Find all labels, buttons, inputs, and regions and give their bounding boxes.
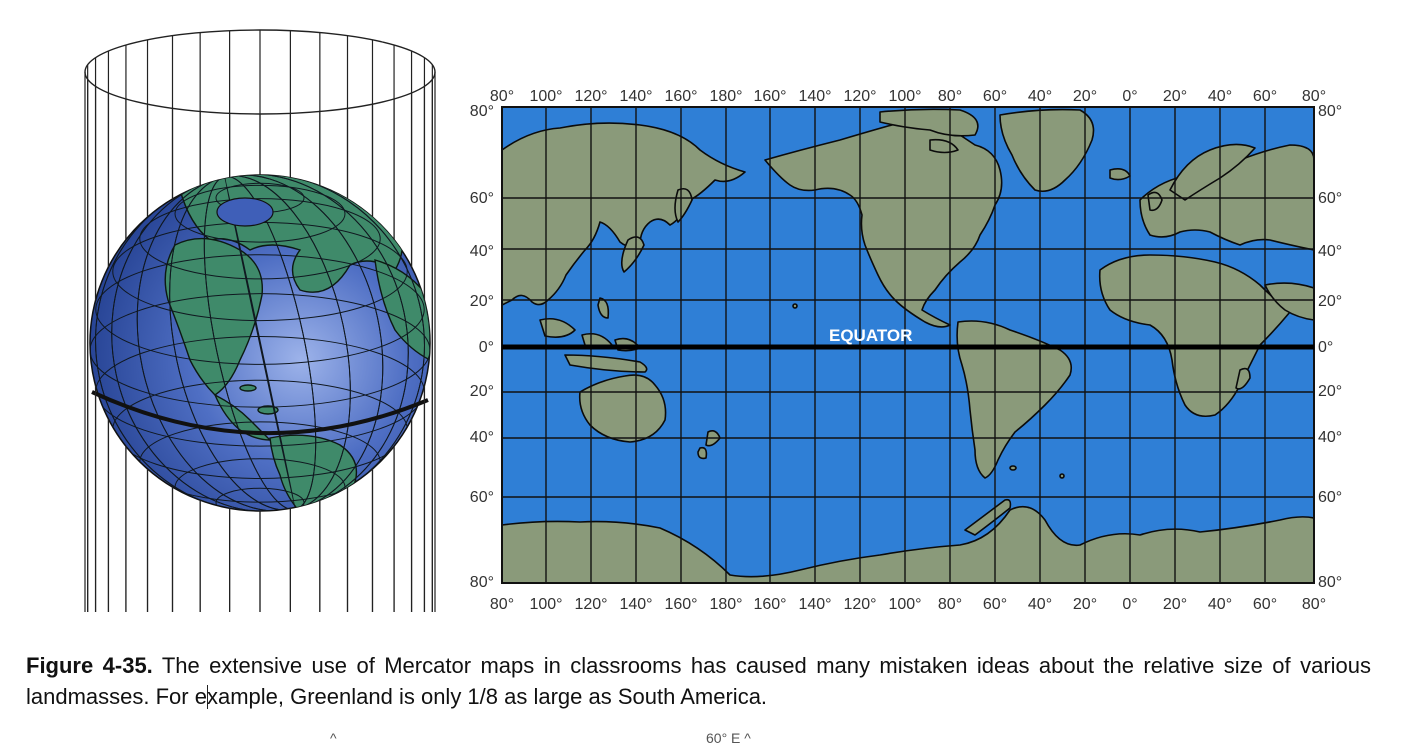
longitude-label-top: 80° <box>1302 88 1326 105</box>
longitude-label-top: 120° <box>574 88 607 105</box>
longitude-label-bottom: 20° <box>1073 596 1097 613</box>
longitude-label-bottom: 80° <box>490 596 514 613</box>
globe-parallel <box>174 184 346 243</box>
longitude-labels-bottom: 80° 100° 120° 140° 160° 180° 160° 140° 120° 100° 8… <box>490 596 1326 613</box>
longitude-label-bottom: 120° <box>574 596 607 613</box>
latitude-label-left: 60° <box>470 190 494 207</box>
longitude-label-bottom: 80° <box>1302 596 1326 613</box>
longitude-label-bottom: 140° <box>798 596 831 613</box>
caption-text-end: xample, Greenland is only 1/8 as large a… <box>206 684 768 709</box>
latitude-label-left: 80° <box>470 574 494 591</box>
cylinder-front-lines <box>84 72 433 612</box>
latitude-label-left: 20° <box>470 383 494 400</box>
longitude-label-bottom: 140° <box>619 596 652 613</box>
globe-parallel <box>90 293 430 408</box>
globe <box>89 174 431 512</box>
longitude-label-bottom: 160° <box>753 596 786 613</box>
text-cursor <box>206 685 208 709</box>
longitude-label-bottom: 180° <box>709 596 742 613</box>
latitude-label-left: 40° <box>470 243 494 260</box>
longitude-label-bottom: 0° <box>1122 596 1137 613</box>
caption-text-start: The extensive use of Mercator maps in cl… <box>26 653 1372 709</box>
longitude-label-top: 100° <box>529 88 562 105</box>
longitude-label-top: 160° <box>664 88 697 105</box>
longitude-label-top: 0° <box>1122 88 1137 105</box>
latitude-label-right: 40° <box>1318 243 1342 260</box>
globe-parallel <box>139 198 381 280</box>
cropped-text-fragment: 60° E ^ <box>706 730 751 746</box>
longitude-label-bottom: 40° <box>1028 596 1052 613</box>
latitude-label-right: 60° <box>1318 190 1342 207</box>
longitude-label-top: 60° <box>1253 88 1277 105</box>
latitude-label-left: 20° <box>470 293 494 310</box>
latitude-label-left: 80° <box>470 103 494 120</box>
longitude-label-bottom: 60° <box>983 596 1007 613</box>
longitude-label-top: 40° <box>1028 88 1052 105</box>
longitude-label-bottom: 60° <box>1253 596 1277 613</box>
latitude-label-right: 40° <box>1318 429 1342 446</box>
cropped-text-fragment: ^ <box>330 730 337 746</box>
figure-caption: Figure 4-35. The extensive use of Mercat… <box>26 650 1371 712</box>
longitude-label-top: 80° <box>490 88 514 105</box>
latitude-label-left: 0° <box>479 339 494 356</box>
latitude-label-left: 60° <box>470 489 494 506</box>
latitude-label-right: 60° <box>1318 489 1342 506</box>
longitude-label-bottom: 20° <box>1163 596 1187 613</box>
longitude-label-bottom: 120° <box>843 596 876 613</box>
longitude-label-top: 160° <box>753 88 786 105</box>
longitude-label-top: 80° <box>938 88 962 105</box>
latitude-label-right: 20° <box>1318 383 1342 400</box>
longitude-label-top: 20° <box>1073 88 1097 105</box>
figure-label: Figure 4-35. <box>26 653 153 678</box>
latitude-label-right: 0° <box>1318 339 1333 356</box>
longitude-label-bottom: 100° <box>888 596 921 613</box>
latitude-label-right: 80° <box>1318 103 1342 120</box>
longitude-label-top: 60° <box>983 88 1007 105</box>
longitude-label-top: 140° <box>619 88 652 105</box>
latitude-label-left: 40° <box>470 429 494 446</box>
longitude-label-bottom: 100° <box>529 596 562 613</box>
longitude-label-top: 20° <box>1163 88 1187 105</box>
globe-equator <box>91 390 429 436</box>
longitude-label-bottom: 160° <box>664 596 697 613</box>
longitude-label-bottom: 40° <box>1208 596 1232 613</box>
mercator-map: EQUATOR <box>501 106 1315 584</box>
longitude-label-top: 140° <box>798 88 831 105</box>
globe-north-pole <box>216 197 274 227</box>
latitude-labels-left: 80° 60° 40° 20° 0° 20° 40° 60° 80° <box>470 103 494 591</box>
longitude-label-bottom: 80° <box>938 596 962 613</box>
globe-parallel <box>95 254 425 365</box>
longitude-label-top: 120° <box>843 88 876 105</box>
equator-label: EQUATOR <box>829 326 912 345</box>
latitude-label-right: 80° <box>1318 574 1342 591</box>
latitude-labels-right: 80° 60° 40° 20° 0° 20° 40° 60° 80° <box>1318 103 1342 591</box>
longitude-label-top: 40° <box>1208 88 1232 105</box>
latitude-label-right: 20° <box>1318 293 1342 310</box>
map-landmasses <box>502 108 1314 583</box>
longitude-label-top: 100° <box>888 88 921 105</box>
longitude-labels-top: 80° 100° 120° 140° 160° 180° 160° 140° 120° 100° 8… <box>490 88 1326 105</box>
longitude-label-top: 180° <box>709 88 742 105</box>
